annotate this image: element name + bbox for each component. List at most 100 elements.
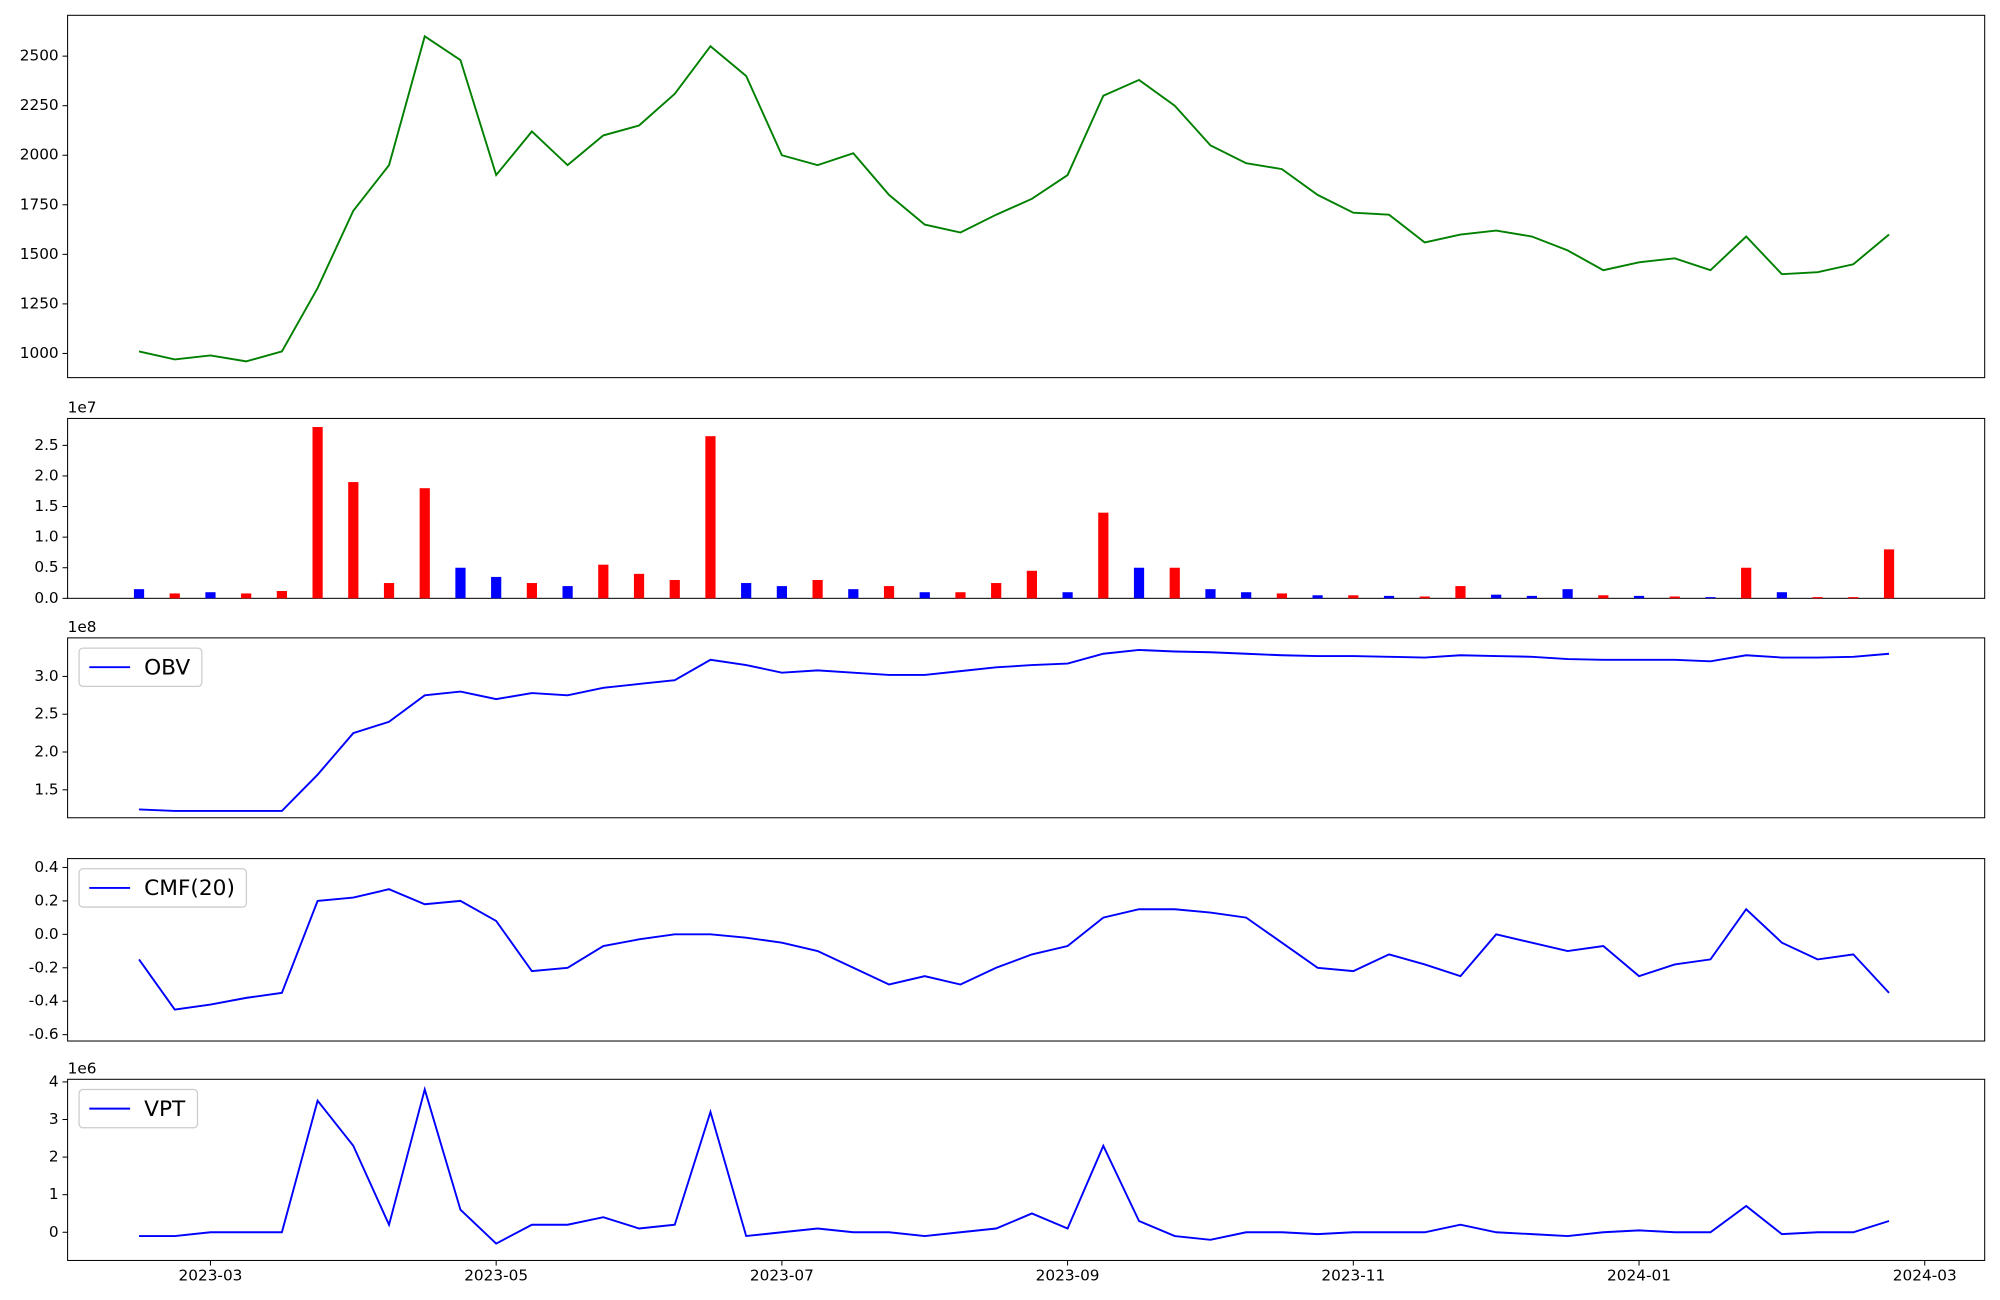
legend-box	[78, 647, 203, 687]
volume-bar	[455, 567, 466, 599]
x-tick-label: 2024-01	[1607, 1266, 1671, 1284]
y-tick-label: 4	[49, 1072, 59, 1090]
panel-frame	[67, 637, 1986, 819]
y-tick-label: 0.0	[34, 589, 58, 607]
volume-bar	[1776, 592, 1787, 599]
y-tick-label: 1000	[20, 344, 59, 362]
volume-bar	[205, 592, 216, 599]
y-tick-label: 1.5	[34, 497, 58, 515]
volume-bar	[848, 589, 859, 599]
panel-frame	[67, 14, 1986, 379]
volume-bar	[776, 586, 787, 599]
x-tick-label: 2024-03	[1893, 1266, 1957, 1284]
y-tick-label: 2.5	[34, 705, 58, 723]
volume-bar	[741, 583, 752, 599]
volume-bar	[312, 427, 323, 599]
y-tick-label: 1250	[20, 294, 59, 312]
volume-bar	[1348, 595, 1359, 599]
panel-frame	[67, 1078, 1986, 1261]
legend-box	[78, 1088, 199, 1129]
volume-bar	[562, 586, 573, 599]
y-tick-label: 3.0	[34, 667, 58, 685]
volume-bar	[1812, 597, 1823, 599]
y-tick-label: 0.2	[34, 891, 58, 909]
axis-offset-label: 1e8	[68, 618, 97, 636]
volume-bar	[1062, 592, 1073, 599]
volume-bar	[1419, 596, 1430, 599]
x-tick-label: 2023-11	[1321, 1266, 1385, 1284]
x-tick-label: 2023-03	[179, 1266, 243, 1284]
volume-bar	[169, 593, 180, 599]
y-tick-label: 0	[49, 1223, 59, 1241]
y-tick-label: 1500	[20, 245, 59, 263]
volume-bar	[383, 583, 395, 599]
y-tick-label: 2.0	[34, 466, 58, 484]
series-line	[138, 888, 1890, 1011]
axis-offset-label: 1e6	[68, 1060, 97, 1078]
volume-bar	[1098, 512, 1109, 599]
volume-bar	[526, 583, 537, 599]
volume-bar	[1312, 595, 1323, 599]
y-tick-label: 1	[49, 1185, 59, 1203]
y-tick-label: 0.5	[34, 558, 58, 576]
volume-bar	[348, 482, 359, 599]
y-tick-label: -0.2	[29, 958, 59, 976]
y-tick-label: -0.4	[29, 992, 59, 1010]
volume-bar	[991, 583, 1002, 599]
volume-bar	[241, 593, 252, 599]
panel-frame	[67, 858, 1986, 1042]
volume-bar	[633, 573, 645, 599]
volume-bar	[419, 488, 430, 599]
series-line	[138, 34, 1890, 363]
y-tick-label: -0.6	[29, 1025, 59, 1043]
y-tick-label: 1.5	[34, 780, 58, 798]
series-line	[138, 649, 1890, 812]
y-tick-label: 2.0	[34, 743, 58, 761]
y-tick-label: 0.4	[34, 858, 58, 876]
y-tick-label: 3	[49, 1110, 59, 1128]
legend-box	[78, 868, 248, 908]
volume-bar	[1526, 595, 1537, 599]
y-tick-label: 2	[49, 1148, 59, 1166]
volume-bar	[705, 436, 716, 599]
volume-bar	[1133, 567, 1145, 599]
volume-bar	[1598, 595, 1609, 599]
volume-bar	[955, 592, 966, 599]
volume-bar	[1669, 596, 1680, 599]
volume-bar	[1455, 586, 1466, 599]
volume-bar	[669, 579, 680, 599]
volume-bar	[1562, 589, 1573, 599]
y-tick-label: 2250	[20, 96, 59, 114]
volume-bar	[133, 589, 145, 599]
volume-bar	[1741, 567, 1752, 599]
panel-frame	[67, 417, 1986, 599]
volume-bar	[1705, 597, 1716, 599]
volume-bar	[1491, 594, 1502, 599]
volume-bar	[1169, 567, 1180, 599]
y-tick-label: 1750	[20, 195, 59, 213]
volume-bar	[1633, 595, 1645, 599]
legend-label: CMF(20)	[144, 876, 235, 901]
x-tick-label: 2023-07	[750, 1266, 814, 1284]
volume-bar	[1883, 549, 1895, 599]
series-line	[139, 1085, 1890, 1245]
volume-bar	[919, 592, 930, 599]
axis-offset-label: 1e7	[68, 399, 97, 417]
x-tick-label: 2023-09	[1036, 1266, 1100, 1284]
volume-bar	[1276, 593, 1287, 599]
y-tick-label: 1.0	[34, 528, 58, 546]
volume-bar	[598, 564, 609, 599]
x-tick-label: 2023-05	[464, 1266, 528, 1284]
volume-bar	[1383, 595, 1395, 599]
volume-bar	[1026, 570, 1037, 599]
legend-label: OBV	[144, 655, 190, 680]
volume-bar	[491, 576, 502, 599]
volume-bar	[1848, 597, 1859, 599]
volume-bar	[1241, 592, 1252, 599]
volume-bar	[1205, 589, 1216, 599]
y-tick-label: 2.5	[34, 436, 58, 454]
y-tick-label: 0.0	[34, 925, 58, 943]
volume-bar	[276, 590, 287, 599]
